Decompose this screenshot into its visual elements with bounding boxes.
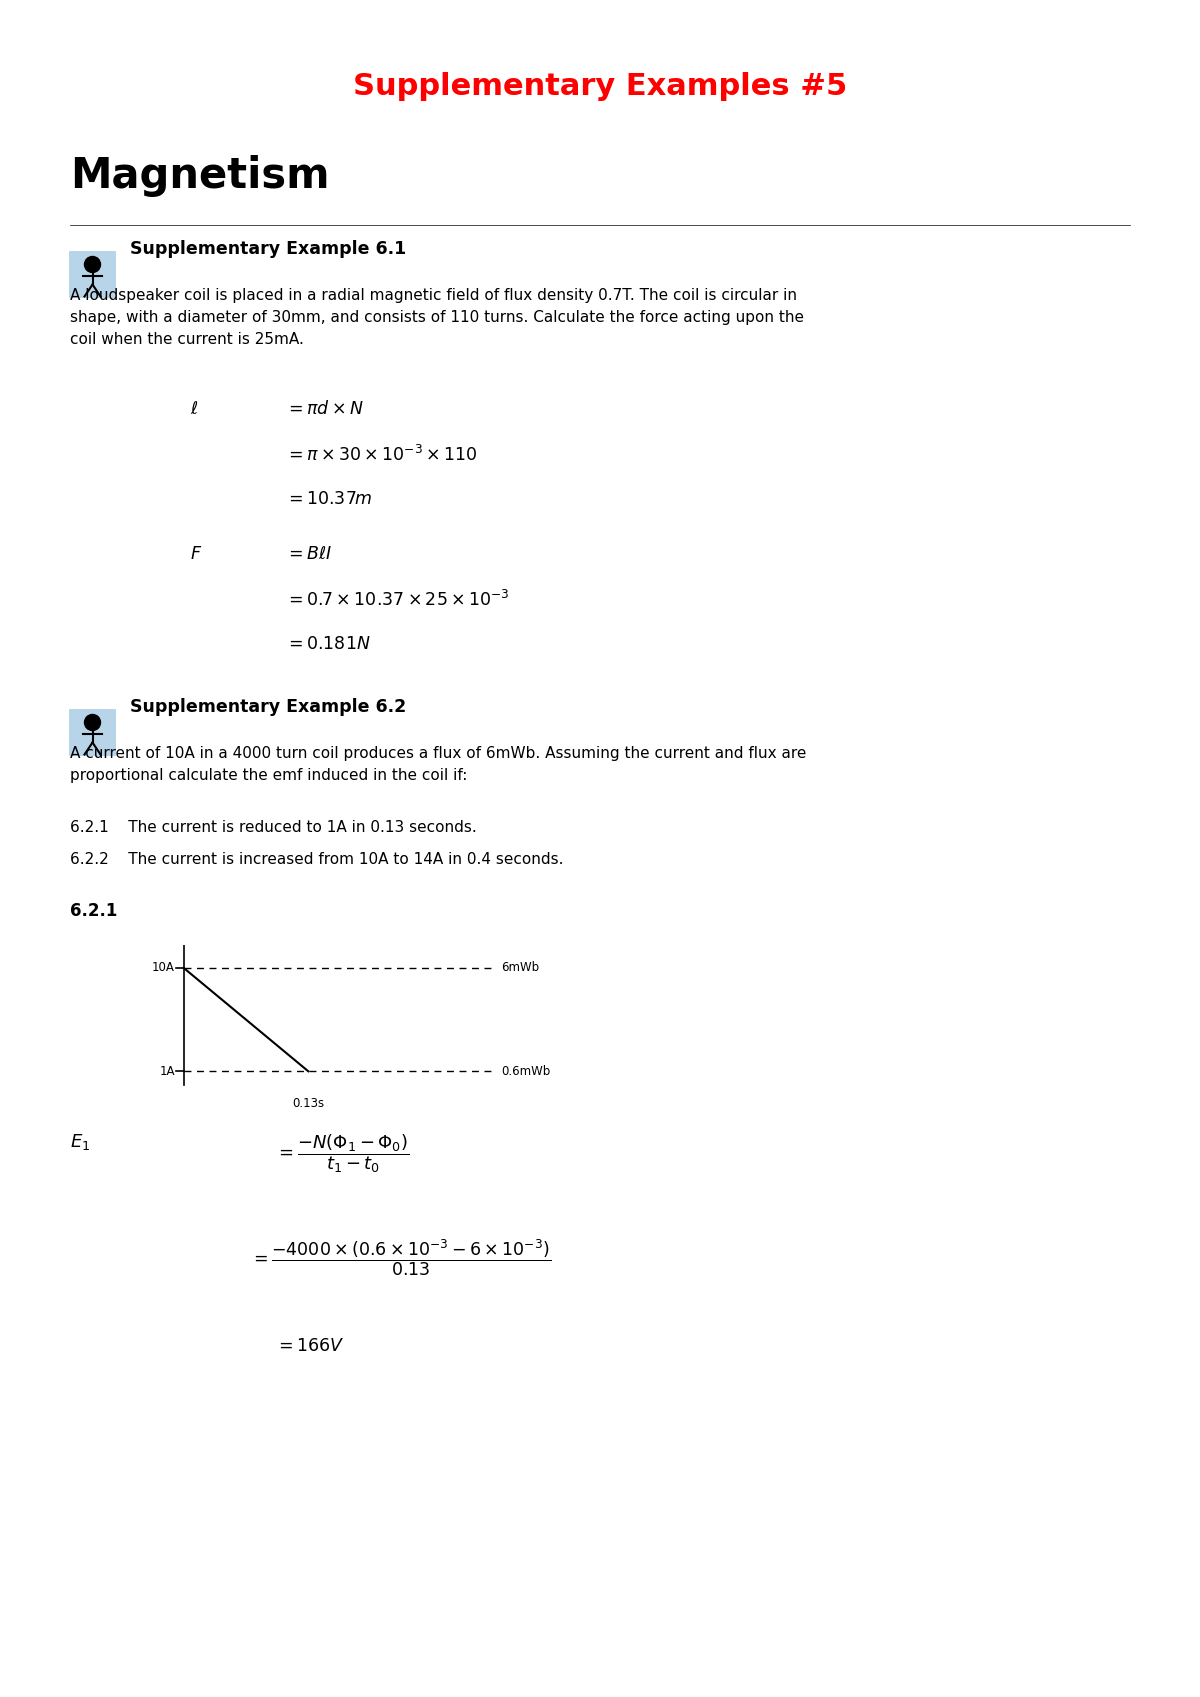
Text: $= \dfrac{-4000 \times (0.6 \times 10^{-3} - 6 \times 10^{-3})}{0.13}$: $= \dfrac{-4000 \times (0.6 \times 10^{-… <box>250 1237 551 1278</box>
FancyBboxPatch shape <box>70 251 116 299</box>
Text: 10A: 10A <box>152 962 175 974</box>
FancyBboxPatch shape <box>70 709 116 755</box>
Text: $= \pi d \times N$: $= \pi d \times N$ <box>286 400 364 417</box>
Text: Magnetism: Magnetism <box>70 154 330 197</box>
Text: $= 0.7 \times 10.37 \times 25 \times 10^{-3}$: $= 0.7 \times 10.37 \times 25 \times 10^… <box>286 591 510 611</box>
Text: 6mWb: 6mWb <box>502 962 539 974</box>
Text: $= 10.37m$: $= 10.37m$ <box>286 490 372 507</box>
Text: $E_1$: $E_1$ <box>70 1132 90 1152</box>
Text: 1A: 1A <box>160 1064 175 1078</box>
Text: $= \pi \times 30 \times 10^{-3} \times 110$: $= \pi \times 30 \times 10^{-3} \times 1… <box>286 445 478 465</box>
Text: $\ell$: $\ell$ <box>190 400 198 417</box>
Circle shape <box>84 256 101 273</box>
Text: 0.6mWb: 0.6mWb <box>502 1064 551 1078</box>
Text: 6.2.1    The current is reduced to 1A in 0.13 seconds.: 6.2.1 The current is reduced to 1A in 0.… <box>70 820 476 835</box>
Text: 0.13s: 0.13s <box>293 1096 324 1110</box>
Text: Supplementary Example 6.2: Supplementary Example 6.2 <box>130 697 407 716</box>
Text: Supplementary Example 6.1: Supplementary Example 6.1 <box>130 239 407 258</box>
Text: 6.2.1: 6.2.1 <box>70 903 118 920</box>
Text: $= 0.181N$: $= 0.181N$ <box>286 635 371 653</box>
Text: $= 166V$: $= 166V$ <box>275 1337 344 1354</box>
Circle shape <box>84 714 101 730</box>
Text: $= B\ell I$: $= B\ell I$ <box>286 545 332 563</box>
Text: $F$: $F$ <box>190 545 203 563</box>
Text: Supplementary Examples #5: Supplementary Examples #5 <box>353 71 847 102</box>
Text: $= \dfrac{-N(\Phi_1 - \Phi_0)}{t_1 - t_0}$: $= \dfrac{-N(\Phi_1 - \Phi_0)}{t_1 - t_0… <box>275 1132 409 1174</box>
Text: A current of 10A in a 4000 turn coil produces a flux of 6mWb. Assuming the curre: A current of 10A in a 4000 turn coil pro… <box>70 747 806 784</box>
Text: 6.2.2    The current is increased from 10A to 14A in 0.4 seconds.: 6.2.2 The current is increased from 10A … <box>70 852 564 867</box>
Text: A loudspeaker coil is placed in a radial magnetic field of flux density 0.7T. Th: A loudspeaker coil is placed in a radial… <box>70 288 804 348</box>
